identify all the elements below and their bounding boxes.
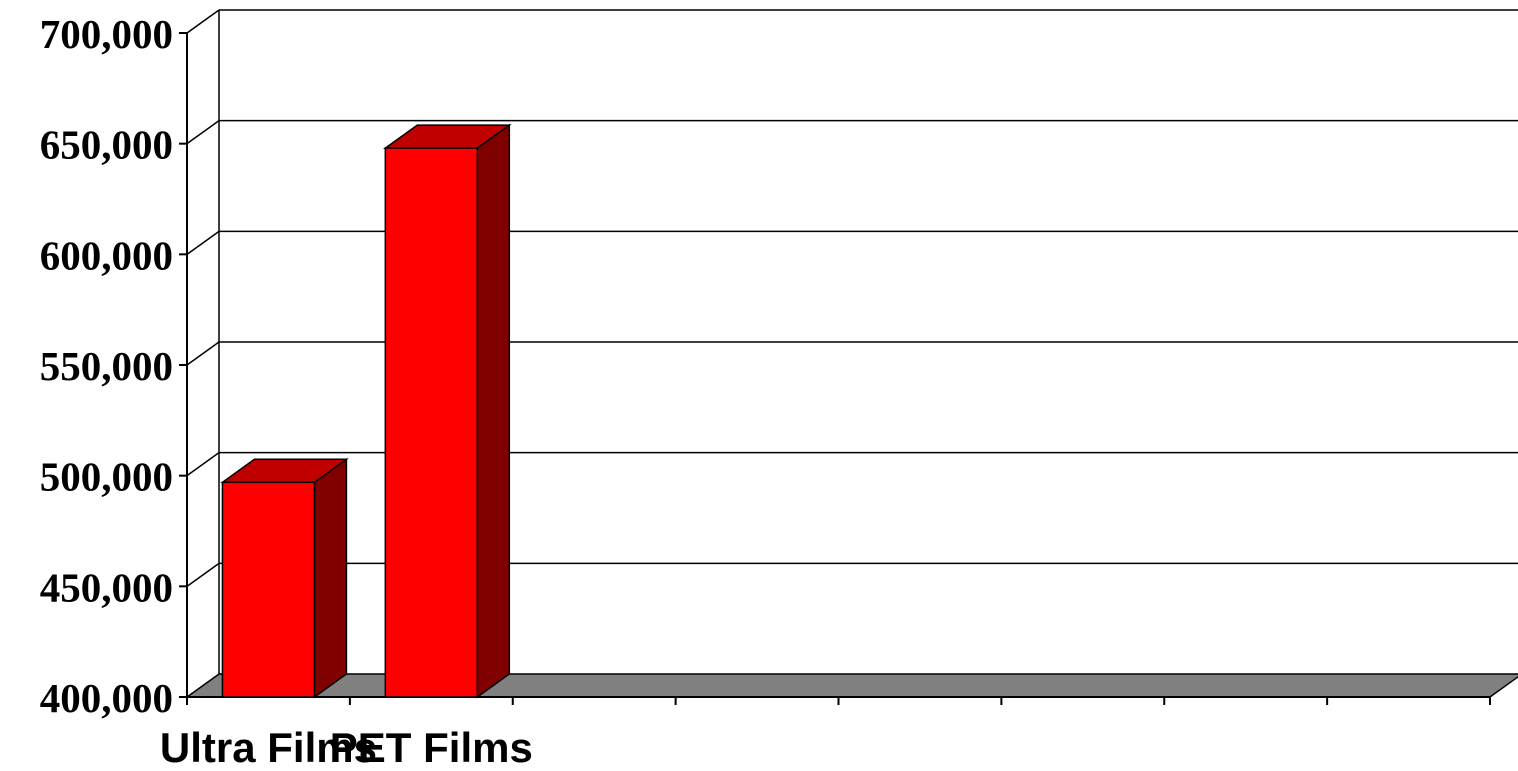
x-axis-category-label: PET Films bbox=[330, 724, 533, 771]
bars bbox=[220, 123, 512, 699]
y-axis-tick-label: 500,000 bbox=[40, 454, 173, 500]
bar-side bbox=[476, 123, 511, 699]
gridline-diagonal bbox=[186, 452, 220, 477]
y-axis-tick-label: 700,000 bbox=[40, 11, 173, 57]
gridline-diagonal bbox=[186, 230, 220, 255]
y-axis-tick-label: 600,000 bbox=[40, 232, 173, 278]
bar-front bbox=[221, 481, 316, 698]
y-axis-tick-label: 450,000 bbox=[40, 564, 173, 610]
y-axis-tick-label: 400,000 bbox=[40, 675, 173, 721]
gridline-diagonal bbox=[186, 120, 220, 145]
bar-side bbox=[313, 457, 348, 699]
y-axis-tick-label: 550,000 bbox=[40, 343, 173, 389]
bar-front bbox=[384, 147, 479, 698]
bar bbox=[220, 457, 349, 699]
gridline-diagonal bbox=[186, 562, 220, 587]
gridline-diagonal bbox=[186, 341, 220, 366]
x-axis-category-label: Ultra Films bbox=[160, 724, 377, 771]
bar bbox=[382, 123, 512, 699]
y-axis-tick-labels: 400,000 450,000 500,000 550,000 600,000 650,0… bbox=[40, 11, 173, 721]
gridline-diagonal bbox=[186, 9, 220, 34]
y-axis-tick-label: 650,000 bbox=[40, 122, 173, 168]
